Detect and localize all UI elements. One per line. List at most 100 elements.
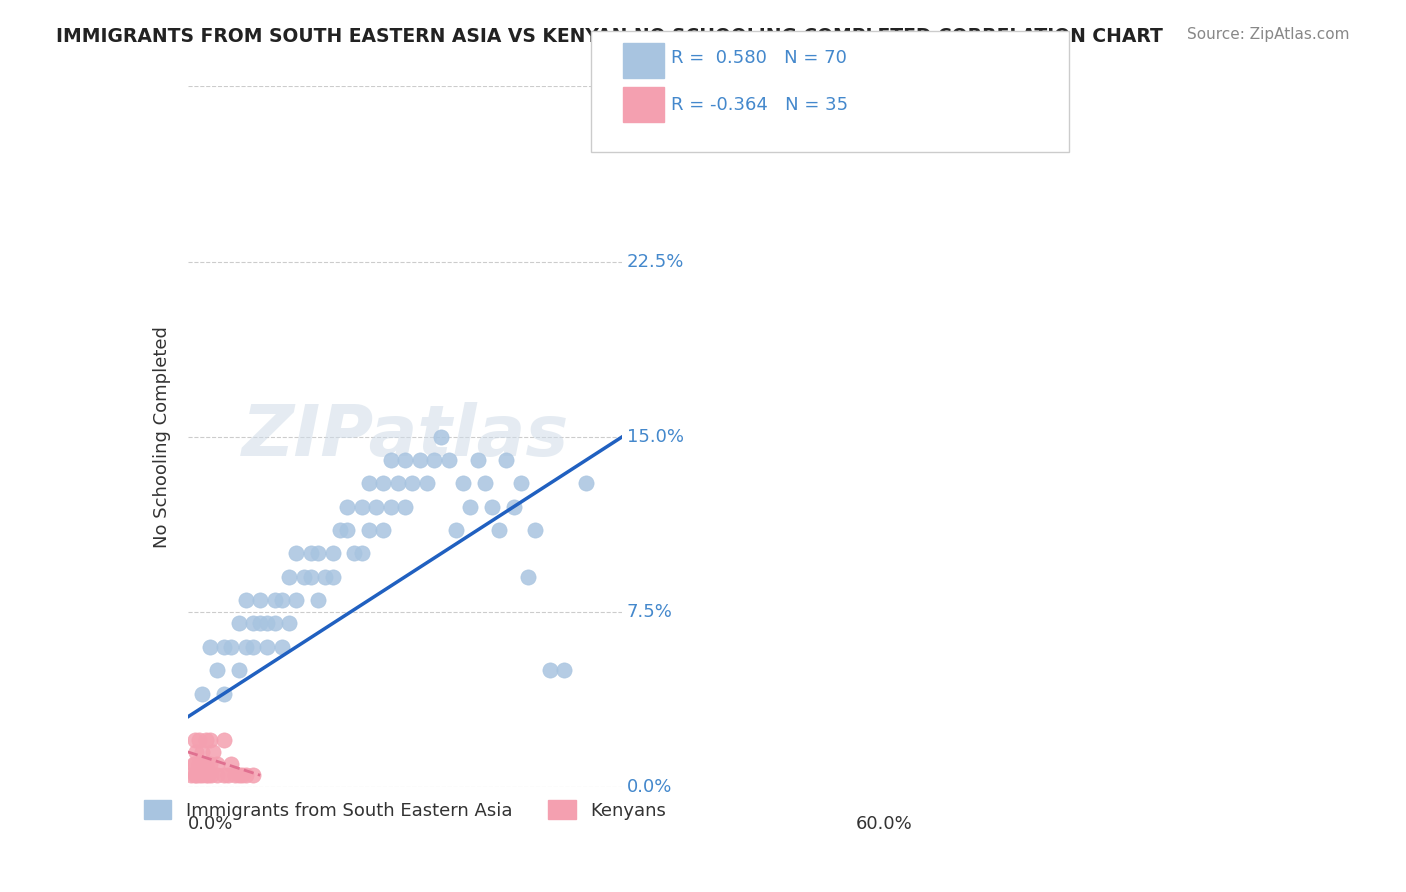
Point: [307, 546, 329, 560]
Point: [343, 546, 366, 560]
Point: [228, 616, 250, 631]
Point: [387, 476, 409, 491]
Point: [271, 640, 294, 654]
Point: [278, 570, 301, 584]
Point: [212, 640, 235, 654]
Point: [187, 733, 209, 747]
Text: ZIPatlas: ZIPatlas: [242, 402, 569, 471]
Point: [205, 756, 228, 771]
Point: [495, 453, 517, 467]
Point: [242, 616, 264, 631]
Point: [322, 546, 344, 560]
Text: No Schooling Completed: No Schooling Completed: [153, 326, 170, 548]
Point: [467, 453, 489, 467]
Point: [307, 593, 329, 607]
Text: IMMIGRANTS FROM SOUTH EASTERN ASIA VS KENYAN NO SCHOOLING COMPLETED CORRELATION : IMMIGRANTS FROM SOUTH EASTERN ASIA VS KE…: [56, 27, 1163, 45]
Point: [242, 768, 264, 782]
Point: [357, 523, 380, 537]
Point: [380, 453, 402, 467]
Point: [394, 500, 416, 514]
Text: 22.5%: 22.5%: [627, 252, 685, 270]
Point: [200, 768, 222, 782]
Point: [596, 79, 619, 94]
Text: 15.0%: 15.0%: [627, 427, 683, 446]
Point: [191, 745, 214, 759]
Point: [423, 453, 446, 467]
Point: [373, 476, 395, 491]
Point: [194, 733, 217, 747]
Text: 0.0%: 0.0%: [188, 815, 233, 833]
Point: [184, 733, 207, 747]
Point: [194, 768, 217, 782]
Point: [195, 761, 218, 775]
Point: [180, 768, 202, 782]
Text: 60.0%: 60.0%: [855, 815, 912, 833]
Point: [430, 430, 453, 444]
Point: [256, 616, 278, 631]
Text: 0.0%: 0.0%: [627, 778, 672, 796]
Point: [481, 500, 503, 514]
Point: [228, 663, 250, 677]
Point: [184, 768, 207, 782]
Point: [488, 523, 510, 537]
Point: [205, 768, 228, 782]
Point: [271, 593, 294, 607]
Point: [249, 593, 271, 607]
Point: [278, 616, 301, 631]
Point: [235, 640, 257, 654]
Point: [205, 663, 228, 677]
Point: [575, 476, 598, 491]
Point: [202, 745, 225, 759]
Point: [437, 453, 460, 467]
Point: [366, 500, 388, 514]
Point: [538, 663, 561, 677]
Text: R =  0.580   N = 70: R = 0.580 N = 70: [671, 49, 846, 67]
Point: [242, 640, 264, 654]
Point: [451, 476, 474, 491]
Point: [350, 500, 373, 514]
Point: [357, 476, 380, 491]
Legend: Immigrants from South Eastern Asia, Kenyans: Immigrants from South Eastern Asia, Keny…: [138, 793, 673, 827]
Point: [191, 768, 214, 782]
Point: [186, 745, 208, 759]
Text: 30.0%: 30.0%: [627, 78, 683, 95]
Text: Source: ZipAtlas.com: Source: ZipAtlas.com: [1187, 27, 1350, 42]
Point: [249, 616, 271, 631]
Point: [256, 640, 278, 654]
Point: [224, 768, 246, 782]
Point: [502, 500, 524, 514]
Point: [336, 523, 359, 537]
Point: [219, 756, 242, 771]
Point: [187, 768, 209, 782]
Point: [184, 756, 207, 771]
Point: [416, 476, 439, 491]
Point: [212, 733, 235, 747]
Point: [394, 453, 416, 467]
Point: [228, 768, 250, 782]
Point: [231, 768, 253, 782]
Point: [193, 761, 215, 775]
Point: [191, 686, 214, 700]
Point: [524, 523, 547, 537]
Point: [314, 570, 336, 584]
Point: [197, 768, 219, 782]
Point: [444, 523, 467, 537]
Point: [401, 476, 423, 491]
Point: [235, 768, 257, 782]
Point: [217, 768, 239, 782]
Point: [292, 570, 315, 584]
Point: [212, 768, 235, 782]
Point: [285, 593, 308, 607]
Point: [186, 768, 208, 782]
Point: [183, 756, 205, 771]
Point: [350, 546, 373, 560]
Point: [408, 453, 430, 467]
Point: [263, 616, 285, 631]
Point: [198, 756, 221, 771]
Point: [553, 663, 575, 677]
Text: R = -0.364   N = 35: R = -0.364 N = 35: [671, 96, 848, 114]
Point: [190, 756, 212, 771]
Point: [187, 756, 209, 771]
Point: [263, 593, 285, 607]
Point: [336, 500, 359, 514]
